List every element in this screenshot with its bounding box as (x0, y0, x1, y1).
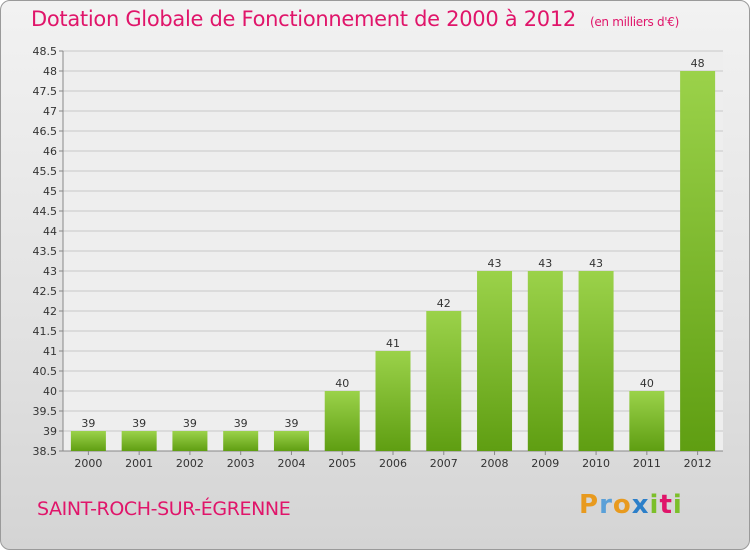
x-tick-label: 2002 (176, 457, 204, 470)
commune-name: SAINT-ROCH-SUR-ÉGRENNE (37, 498, 291, 520)
y-tick-label: 39.5 (33, 405, 58, 418)
bar-value-label: 41 (386, 337, 400, 350)
y-tick-label: 40 (43, 385, 57, 398)
bar-value-label: 43 (538, 257, 552, 270)
x-tick-label: 2001 (125, 457, 153, 470)
bar-value-label: 40 (640, 377, 654, 390)
bar-value-label: 39 (183, 417, 197, 430)
logo-letter: r (599, 490, 613, 520)
chart-subtitle: (en milliers d'€) (589, 15, 679, 29)
bar (680, 71, 716, 451)
bar (70, 431, 106, 451)
y-tick-label: 41.5 (33, 325, 58, 338)
bar-value-label: 43 (488, 257, 502, 270)
bar-value-label: 39 (132, 417, 146, 430)
x-tick-label: 2007 (430, 457, 458, 470)
y-tick-label: 46 (43, 145, 57, 158)
bar (527, 271, 563, 451)
x-tick-label: 2011 (633, 457, 661, 470)
x-tick-label: 2005 (328, 457, 356, 470)
y-tick-label: 40.5 (33, 365, 58, 378)
y-tick-label: 47.5 (33, 85, 58, 98)
bar-value-label: 40 (335, 377, 349, 390)
y-tick-label: 47 (43, 105, 57, 118)
x-tick-label: 2000 (74, 457, 102, 470)
bar (477, 271, 513, 451)
bar-value-label: 39 (284, 417, 298, 430)
logo-letter: x (631, 490, 650, 520)
bar-value-label: 39 (81, 417, 95, 430)
bar (426, 311, 462, 451)
logo-letter: o (612, 490, 632, 520)
y-tick-label: 41 (43, 345, 57, 358)
bar (121, 431, 157, 451)
bar-value-label: 42 (437, 297, 451, 310)
bar (324, 391, 360, 451)
y-tick-label: 43 (43, 265, 57, 278)
x-tick-label: 2006 (379, 457, 407, 470)
y-tick-label: 45 (43, 185, 57, 198)
x-tick-label: 2009 (531, 457, 559, 470)
bar (375, 351, 411, 451)
title-text: Dotation Globale de Fonctionnement de 20… (31, 7, 576, 31)
x-tick-label: 2008 (481, 457, 509, 470)
bar (629, 391, 665, 451)
bar (223, 431, 259, 451)
y-tick-label: 43.5 (33, 245, 58, 258)
y-tick-label: 42 (43, 305, 57, 318)
x-tick-label: 2012 (684, 457, 712, 470)
y-tick-label: 48.5 (33, 45, 58, 58)
logo-letter: i (672, 490, 683, 520)
y-tick-label: 45.5 (33, 165, 58, 178)
proxiti-logo: Proxiti (579, 490, 683, 520)
y-tick-label: 44.5 (33, 205, 58, 218)
chart-title: Dotation Globale de Fonctionnement de 20… (31, 7, 679, 31)
bar-value-label: 43 (589, 257, 603, 270)
x-tick-label: 2004 (277, 457, 305, 470)
bar-value-label: 39 (234, 417, 248, 430)
logo-letter: P (579, 490, 600, 520)
bar (578, 271, 614, 451)
x-tick-label: 2003 (227, 457, 255, 470)
bar (273, 431, 309, 451)
x-tick-label: 2010 (582, 457, 610, 470)
y-tick-label: 39 (43, 425, 57, 438)
y-tick-label: 48 (43, 65, 57, 78)
bar (172, 431, 208, 451)
y-tick-label: 38.5 (33, 445, 58, 458)
y-tick-label: 42.5 (33, 285, 58, 298)
logo-letter: i (649, 490, 660, 520)
y-tick-label: 44 (43, 225, 57, 238)
y-tick-label: 46.5 (33, 125, 58, 138)
logo-letter: t (659, 490, 673, 520)
bar-value-label: 48 (691, 57, 705, 70)
